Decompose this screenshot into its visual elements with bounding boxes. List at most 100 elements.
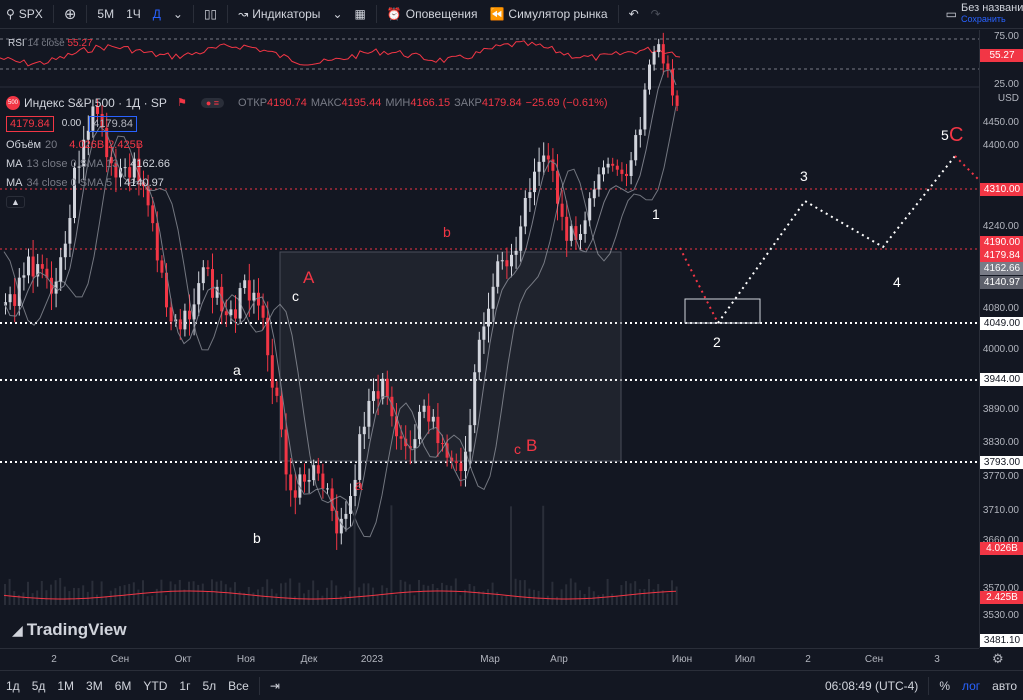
- auto-toggle[interactable]: авто: [992, 678, 1017, 693]
- range-5d[interactable]: 5д: [31, 678, 46, 693]
- ma34-legend: MA 34 close 0 SMA 5 4140.97: [6, 176, 164, 189]
- volume-bar: [197, 584, 200, 605]
- candle-body: [13, 294, 17, 306]
- volume-bar: [500, 596, 503, 605]
- range-1m[interactable]: 1М: [57, 678, 75, 693]
- volume-bar: [588, 586, 591, 605]
- ma34-line: [3, 106, 677, 538]
- volume-bar: [634, 581, 637, 605]
- volume-bar: [31, 593, 34, 605]
- interval-1h[interactable]: 1Ч: [126, 7, 141, 21]
- main-chart[interactable]: [0, 30, 979, 648]
- candle-body: [367, 400, 371, 427]
- candle-body: [192, 304, 196, 320]
- candle-body: [17, 277, 21, 306]
- percent-toggle[interactable]: %: [939, 678, 950, 693]
- collapse-legend-button[interactable]: ▲: [6, 192, 608, 211]
- symbol-search[interactable]: ⚲ SPX: [6, 7, 43, 21]
- volume-bar: [615, 595, 618, 605]
- range-5y[interactable]: 5л: [202, 678, 217, 693]
- sell-button[interactable]: 4179.84: [6, 115, 54, 132]
- candle-body: [224, 311, 228, 316]
- candle-body: [450, 457, 454, 462]
- candle-body: [105, 127, 109, 158]
- candle-body: [31, 256, 35, 277]
- log-toggle[interactable]: лог: [961, 678, 981, 693]
- buy-button[interactable]: 4179.84: [89, 115, 137, 132]
- candle-body: [592, 189, 596, 199]
- candle-body: [671, 69, 674, 96]
- candle-body: [289, 474, 293, 491]
- range-1d[interactable]: 1д: [6, 678, 20, 693]
- candle-body: [606, 163, 610, 168]
- volume-tag: 4.026B: [980, 542, 1023, 555]
- range-ytd[interactable]: YTD: [143, 678, 168, 693]
- layout-icon[interactable]: ▭: [945, 7, 957, 21]
- volume-bar: [625, 581, 627, 605]
- candle-body: [362, 426, 366, 435]
- replay-button[interactable]: ⏪ Симулятор рынка: [489, 7, 608, 21]
- settings-gear-icon[interactable]: ⚙: [992, 651, 1004, 666]
- volume-bar: [142, 580, 144, 605]
- time-axis[interactable]: 2 Сен Окт Ноя Дек 2023 Мар Апр Июн Июл 2…: [0, 648, 979, 670]
- compare-button[interactable]: ⊕: [58, 0, 83, 29]
- layout-name[interactable]: Без названия Сохранить: [961, 3, 1023, 24]
- wave-label-1: 1: [652, 206, 660, 222]
- interval-1d[interactable]: Д: [152, 7, 161, 21]
- candle-body: [569, 226, 573, 241]
- volume-bar: [13, 591, 16, 605]
- candle-body: [638, 129, 642, 136]
- candle-body: [422, 405, 426, 412]
- chevron-down-icon[interactable]: ⌄: [172, 7, 183, 21]
- candle-body: [625, 173, 628, 177]
- candle-body: [344, 513, 348, 519]
- symbol-title[interactable]: Индекс S&P 500 · 1Д · SP: [24, 95, 167, 110]
- candle-body: [215, 286, 219, 298]
- candle-body: [40, 264, 44, 269]
- range-box: [279, 251, 622, 462]
- alerts-button[interactable]: ⏰ Оповещения: [386, 7, 478, 21]
- candle-body: [257, 292, 260, 306]
- volume-bar: [602, 593, 604, 605]
- candle-body: [583, 220, 587, 234]
- clock-time[interactable]: 06:08:49 (UTC-4): [824, 678, 919, 693]
- volume-bar: [542, 505, 545, 605]
- redo-icon[interactable]: ↷: [650, 7, 661, 21]
- candles-icon[interactable]: ▯▯: [203, 7, 218, 21]
- volume-bar: [63, 586, 66, 605]
- goto-date-icon[interactable]: ⇥: [269, 678, 280, 693]
- volume-bar: [229, 587, 232, 605]
- candle-body: [597, 174, 601, 190]
- volume-bar: [468, 583, 471, 605]
- undo-icon[interactable]: ↶: [628, 7, 639, 21]
- candle-body: [261, 305, 265, 318]
- candle-body: [275, 387, 279, 396]
- layout-grid-icon[interactable]: ▦: [354, 7, 366, 21]
- candle-body: [59, 257, 63, 282]
- tradingview-logo[interactable]: ◢ TradingView: [12, 620, 127, 639]
- compare-toggle[interactable]: ● ≡: [200, 97, 225, 108]
- volume-bar: [629, 583, 632, 605]
- time-tick: Мар: [480, 654, 500, 665]
- trade-row: 4179.84 0.00 4179.84: [6, 112, 608, 135]
- candle-body: [165, 272, 168, 308]
- candle-body: [339, 518, 343, 534]
- volume-bar: [165, 595, 167, 605]
- price-axis[interactable]: 75.00 25.00 55.27 USD 4450.00 4400.00 42…: [979, 30, 1023, 648]
- plus-circle-icon: ⊕: [63, 6, 77, 23]
- flag-icon[interactable]: ⚑: [176, 97, 187, 109]
- volume-bar: [73, 587, 75, 605]
- time-tick: 2: [51, 654, 57, 665]
- currency-label[interactable]: USD: [997, 93, 1019, 104]
- range-6m[interactable]: 6М: [114, 678, 132, 693]
- wave-label-4: 4: [893, 274, 901, 290]
- candle-body: [270, 355, 274, 388]
- indicators-button[interactable]: ↝ Индикаторы: [238, 7, 321, 21]
- low-tag: 3481.10: [980, 634, 1023, 647]
- templates-button[interactable]: ⌄: [332, 7, 343, 21]
- range-all[interactable]: Все: [228, 678, 249, 693]
- interval-5m[interactable]: 5M: [97, 7, 115, 21]
- volume-bar: [224, 584, 227, 605]
- range-3m[interactable]: 3М: [86, 678, 103, 693]
- range-1y[interactable]: 1г: [179, 678, 191, 693]
